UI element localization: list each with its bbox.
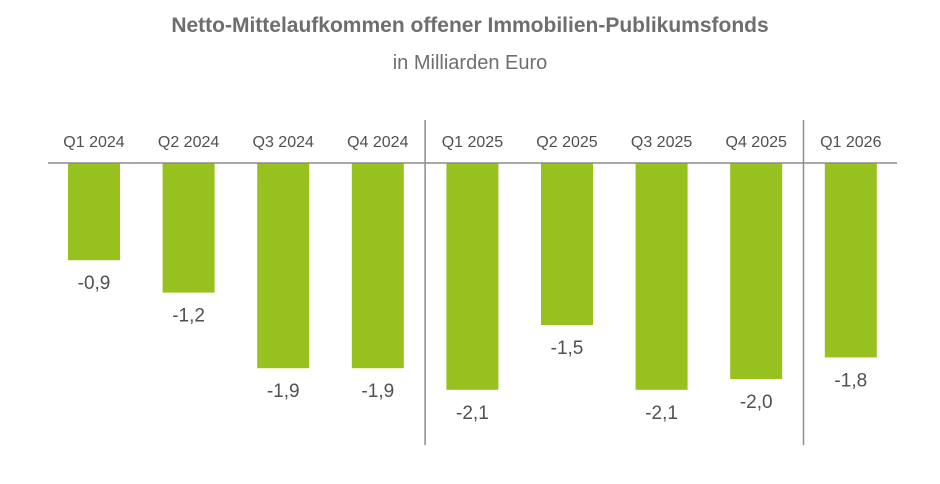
category-label: Q4 2025	[726, 134, 787, 151]
bar-q1-2025	[446, 163, 499, 390]
category-label: Q2 2024	[158, 134, 219, 151]
data-label: -1,2	[172, 306, 205, 327]
bar-series	[68, 163, 877, 390]
data-label: -1,8	[834, 370, 867, 391]
bar-q4-2024	[351, 163, 404, 369]
category-label: Q1 2024	[63, 134, 124, 151]
category-label: Q1 2026	[820, 134, 881, 151]
chart-title: Netto-Mittelaufkommen offener Immobilien…	[171, 14, 769, 37]
bar-q2-2024	[162, 163, 215, 293]
category-label: Q4 2024	[347, 134, 408, 151]
chart-subtitle: in Milliarden Euro	[392, 52, 548, 74]
bar-q1-2026	[824, 163, 877, 358]
bar-q4-2025	[730, 163, 783, 379]
category-label: Q1 2025	[442, 134, 503, 151]
year-separators	[424, 120, 805, 445]
category-label: Q3 2024	[253, 134, 314, 151]
category-label: Q3 2025	[631, 134, 692, 151]
data-label: -0,9	[78, 273, 111, 294]
bar-q1-2024	[68, 163, 120, 261]
data-label: -1,9	[267, 381, 300, 402]
data-label: -2,1	[456, 403, 489, 424]
data-label: -2,0	[740, 392, 773, 413]
bar-q3-2025	[635, 163, 688, 390]
data-label: -2,1	[645, 403, 678, 424]
bar-q3-2024	[257, 163, 310, 369]
category-labels: Q1 2024 Q2 2024 Q3 2024 Q4 2024 Q1 2025 Q2 20…	[63, 134, 881, 151]
data-label: -1,5	[551, 338, 584, 359]
bar-q2-2025	[541, 163, 593, 325]
value-labels: -0,9 -1,2 -1,9 -1,9 -2,1 -1,5 -2,1 -2,0 -1,8	[78, 273, 868, 424]
category-label: Q2 2025	[536, 134, 597, 151]
data-label: -1,9	[361, 381, 394, 402]
